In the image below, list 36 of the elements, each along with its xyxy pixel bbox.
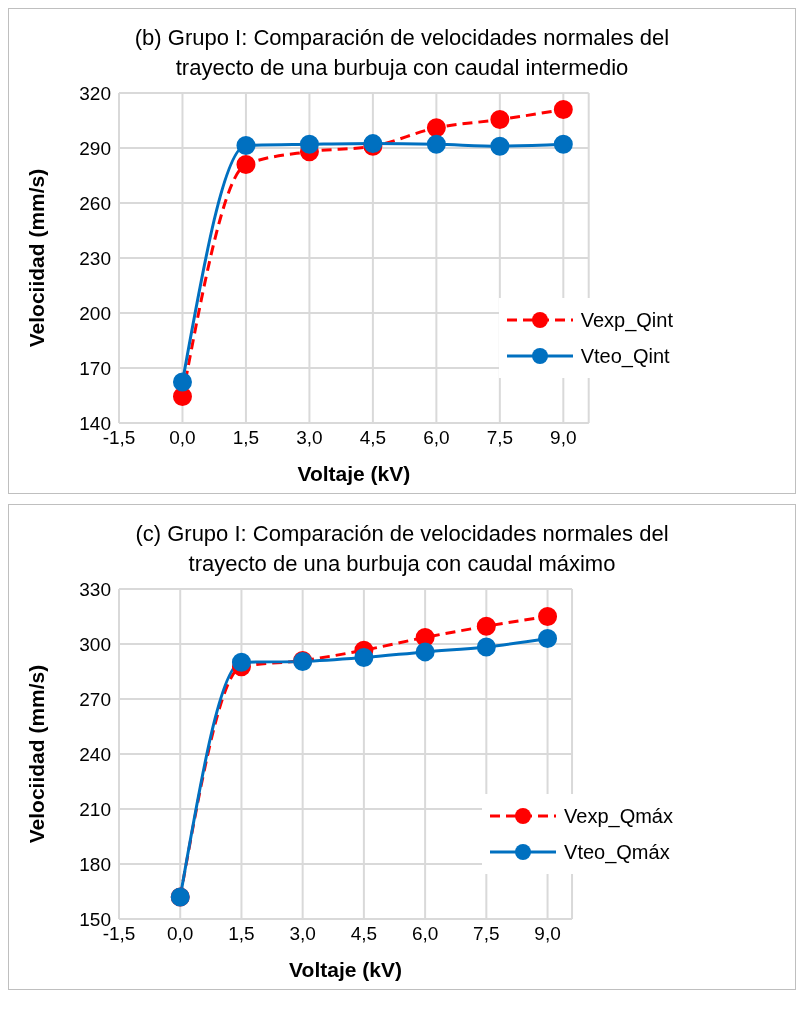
y-tick-label: 230	[79, 247, 111, 269]
y-axis-title: Velociidad (mm/s)	[25, 664, 49, 844]
x-tick-label: 9,0	[550, 427, 577, 449]
x-tick-label: 9,0	[534, 923, 561, 945]
y-tick-label: 210	[79, 798, 111, 820]
y-tick-label: 200	[79, 302, 111, 324]
y-tick-label: 290	[79, 137, 111, 159]
x-tick-label: 0,0	[169, 427, 196, 449]
x-tick-label: 6,0	[423, 427, 450, 449]
chart-title: (c) Grupo I: Comparación de velocidades normales del trayecto de una burbuja con caudal máximo	[134, 520, 670, 578]
x-tick-label: 4,5	[350, 923, 378, 945]
y-tick-label: 330	[79, 578, 111, 600]
x-tick-label: 4,5	[359, 427, 387, 449]
x-axis-title: Voltaje (kV)	[289, 958, 402, 981]
y-tick-label: 260	[79, 192, 111, 214]
x-tick-label: 7,5	[473, 923, 500, 945]
legend-label: Vexp_Qmáx	[564, 804, 673, 828]
y-axis-title: Velociidad (mm/s)	[25, 168, 49, 348]
y-tick-label: 320	[79, 82, 111, 104]
legend-label: Vteo_Qint	[580, 344, 670, 368]
x-tick-label: 1,5	[228, 923, 255, 945]
y-tick-label: 170	[79, 357, 111, 379]
y-tick-label: 270	[79, 688, 111, 710]
x-tick-label: 0,0	[167, 923, 194, 945]
x-tick-label: 3,0	[289, 923, 316, 945]
y-tick-label: 180	[79, 853, 111, 875]
x-axis-title: Voltaje (kV)	[297, 462, 411, 485]
legend-label: Vexp_Qint	[580, 308, 673, 332]
x-tick-label: 1,5	[232, 427, 260, 449]
y-tick-label: 300	[79, 633, 111, 655]
x-tick-label: 6,0	[411, 923, 439, 945]
x-tick-label: 7,5	[486, 427, 514, 449]
legend-label: Vteo_Qmáx	[564, 840, 670, 864]
chart-title: (b) Grupo I: Comparación de velocidades normales del trayecto de una burbuja con caudal intermedio	[133, 24, 671, 82]
y-tick-label: 240	[79, 743, 111, 765]
x-tick-label: 3,0	[296, 427, 323, 449]
